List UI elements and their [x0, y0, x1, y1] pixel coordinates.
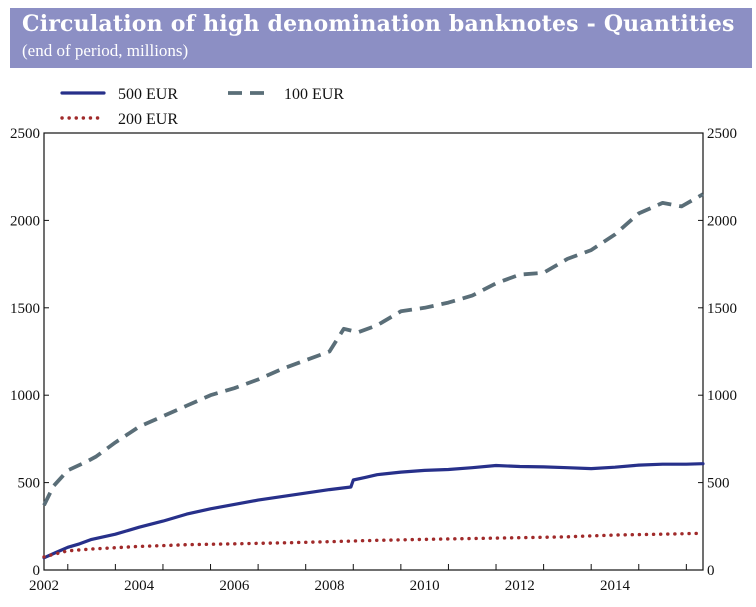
y-tick-label-right: 2500 — [707, 126, 737, 142]
title-banner: Circulation of high denomination banknot… — [10, 8, 752, 68]
y-tick-label-left: 500 — [18, 476, 41, 492]
x-tick-label: 2012 — [505, 578, 535, 594]
y-tick-label-right: 500 — [707, 476, 730, 492]
y-tick-label-left: 0 — [33, 563, 41, 579]
y-tick-label-left: 1000 — [10, 388, 40, 404]
plot-frame — [43, 132, 704, 571]
y-tick-label-left: 1500 — [10, 301, 40, 317]
chart-subtitle: (end of period, millions) — [22, 41, 189, 60]
legend-label: 100 EUR — [284, 86, 344, 103]
x-tick-label: 2006 — [219, 578, 250, 594]
series-line-100-eur — [42, 192, 704, 507]
legend-label: 500 EUR — [118, 86, 178, 103]
chart-title: Circulation of high denomination banknot… — [22, 11, 735, 37]
x-tick-label: 2004 — [124, 578, 155, 594]
legend-label: 200 EUR — [118, 111, 178, 128]
x-tick-label: 2010 — [410, 578, 440, 594]
y-tick-label-right: 1500 — [707, 301, 737, 317]
y-tick-label-right: 0 — [707, 563, 715, 579]
y-tick-label-right: 2000 — [707, 213, 737, 229]
x-tick-label: 2008 — [314, 578, 344, 594]
y-tick-label-right: 1000 — [707, 388, 737, 404]
y-tick-label-left: 2000 — [10, 213, 40, 229]
line-chart: 0 0 500 500 1000 1000 1500 1500 2000 2000 2500 2500… — [10, 86, 737, 594]
x-tick-label: 2002 — [29, 578, 59, 594]
x-tick-label: 2014 — [600, 578, 631, 594]
series-line-200-eur — [42, 531, 705, 559]
y-tick-label-left: 2500 — [10, 126, 40, 142]
series-line-500-eur — [42, 462, 705, 560]
